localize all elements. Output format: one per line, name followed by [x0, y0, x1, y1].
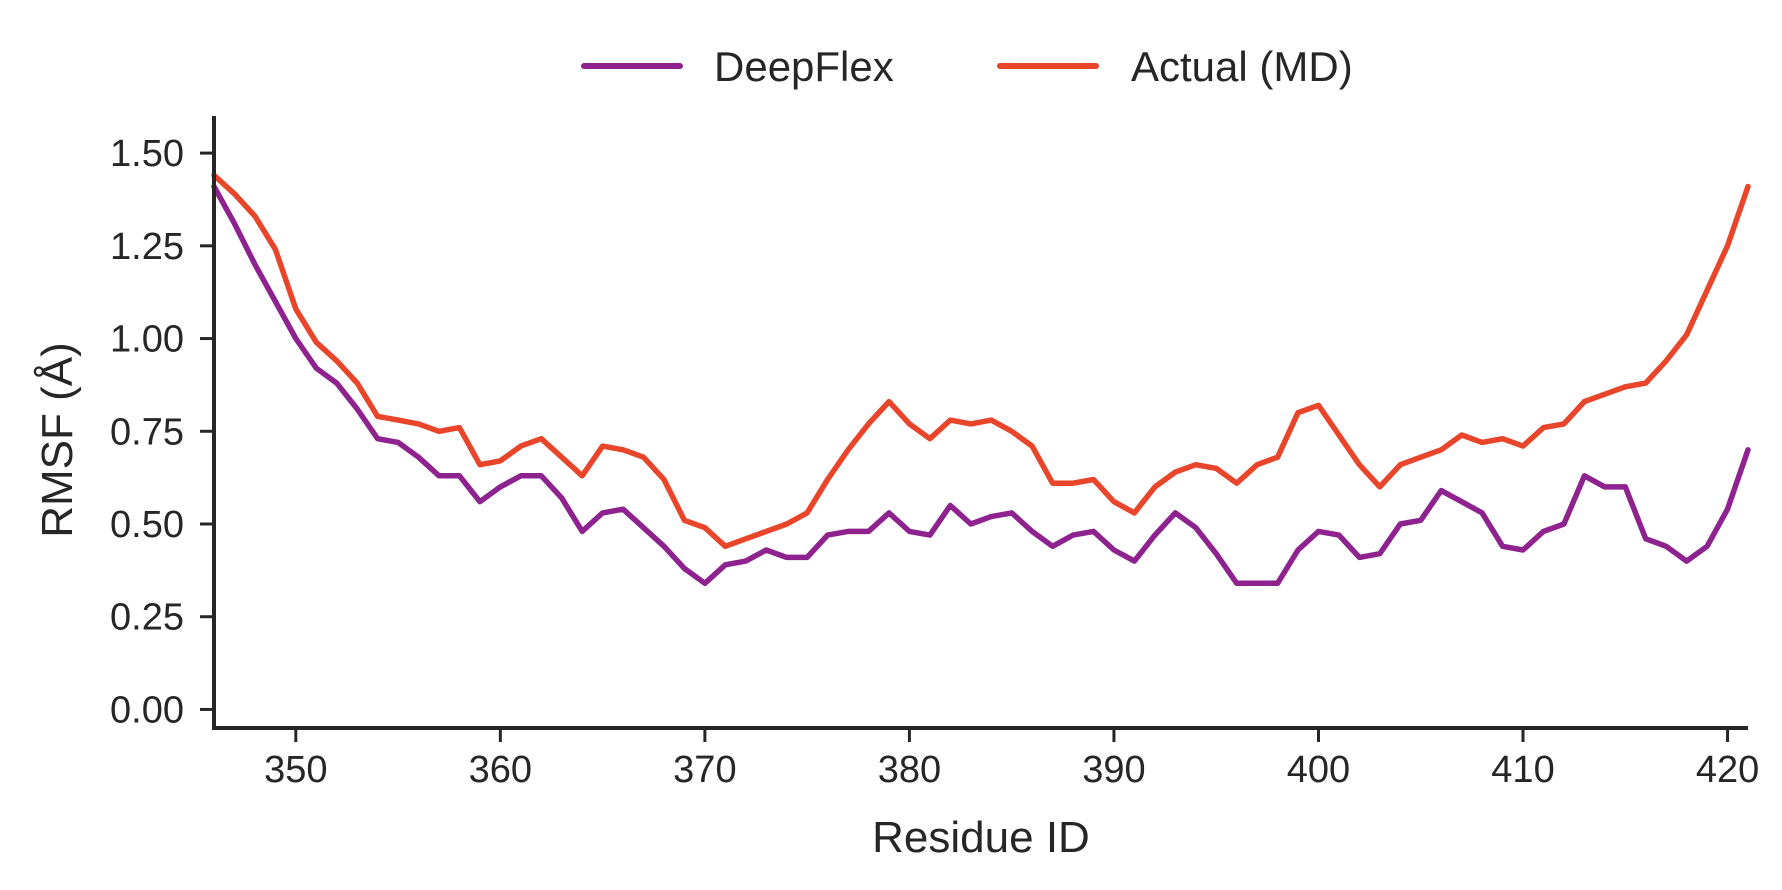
x-tick-label: 390 [1082, 749, 1145, 791]
y-tick-label: 0.75 [110, 411, 184, 453]
y-tick-label: 0.00 [110, 689, 184, 731]
x-tick-label: 350 [264, 749, 327, 791]
x-tick-label: 370 [673, 749, 736, 791]
legend-label: Actual (MD) [1131, 43, 1353, 90]
series-lines [211, 172, 1751, 587]
legend-label: DeepFlex [714, 43, 894, 90]
y-axis-title: RMSF (Å) [33, 342, 82, 538]
x-tick-label: 420 [1696, 749, 1759, 791]
axes [212, 116, 1748, 730]
x-ticks: 350 360 370 380 390 400 410 420 [264, 728, 1759, 791]
x-tick-label: 410 [1491, 749, 1554, 791]
x-tick-label: 400 [1287, 749, 1350, 791]
series-line-deepflex [211, 183, 1751, 587]
y-tick-label: 1.50 [110, 133, 184, 175]
y-ticks: 0.00 0.25 0.50 0.75 1.00 1.25 1.50 [110, 133, 214, 731]
y-tick-label: 0.25 [110, 597, 184, 639]
series-line-actual-md [211, 172, 1751, 550]
legend: DeepFlex Actual (MD) [581, 43, 1353, 90]
y-tick-label: 0.50 [110, 504, 184, 546]
x-axis-title: Residue ID [872, 813, 1090, 862]
y-tick-label: 1.25 [110, 226, 184, 268]
x-tick-label: 380 [878, 749, 941, 791]
y-tick-label: 1.00 [110, 319, 184, 361]
x-tick-label: 360 [469, 749, 532, 791]
